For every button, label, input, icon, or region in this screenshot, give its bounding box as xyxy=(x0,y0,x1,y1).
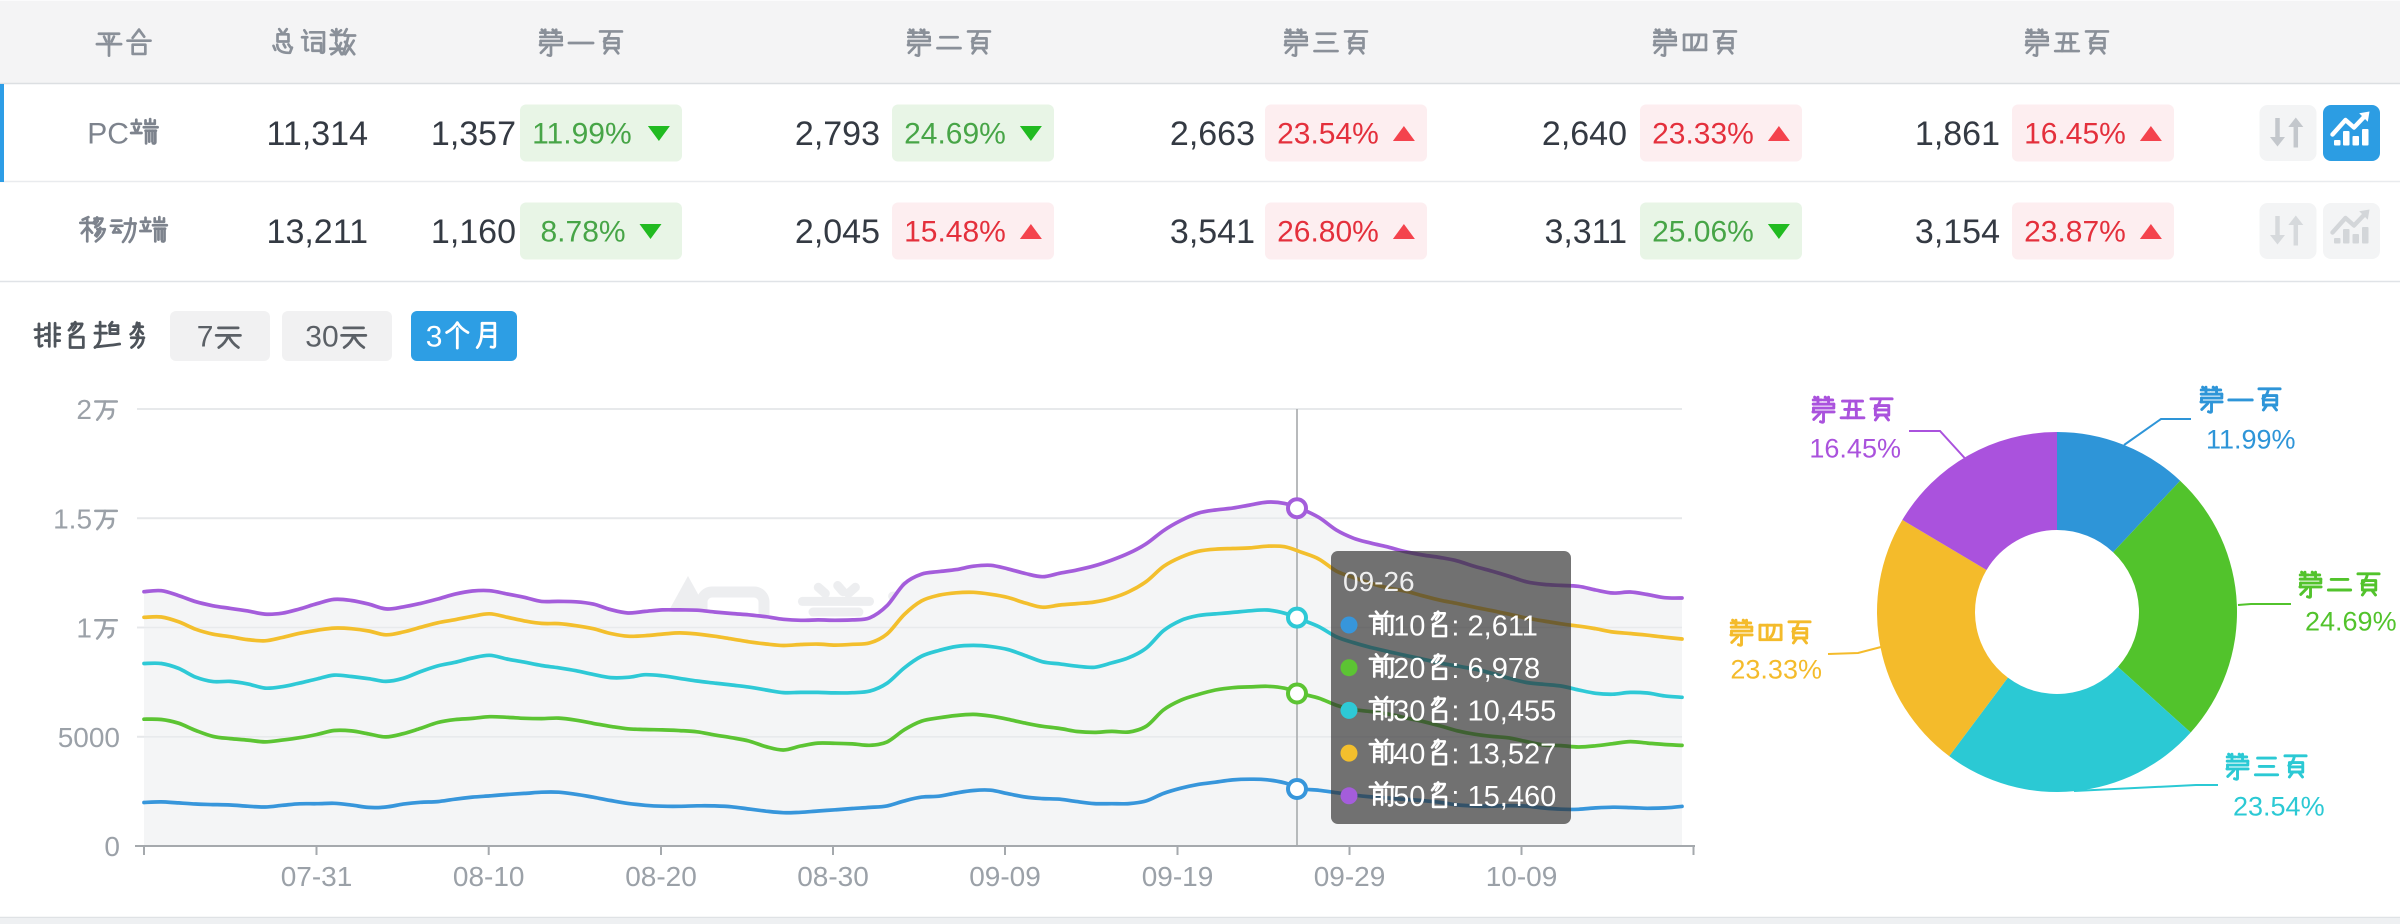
svg-text:: 13,527: : 13,527 xyxy=(1451,738,1556,770)
svg-text:1,357: 1,357 xyxy=(431,115,516,153)
svg-text:0: 0 xyxy=(104,831,120,862)
svg-text:1,861: 1,861 xyxy=(1915,115,2000,153)
svg-text:07-31: 07-31 xyxy=(281,861,353,892)
svg-text:10: 10 xyxy=(1393,610,1425,642)
svg-text:: 2,611: : 2,611 xyxy=(1451,610,1538,642)
svg-text:1: 1 xyxy=(76,613,92,644)
svg-text:3,154: 3,154 xyxy=(1915,213,2000,251)
svg-text:10-09: 10-09 xyxy=(1486,861,1558,892)
svg-text:7: 7 xyxy=(197,321,214,354)
svg-text:16.45%: 16.45% xyxy=(1809,434,1901,464)
svg-text:: 10,455: : 10,455 xyxy=(1451,696,1556,728)
svg-text:09-29: 09-29 xyxy=(1314,861,1386,892)
svg-text:: 6,978: : 6,978 xyxy=(1451,653,1540,685)
svg-text:24.69%: 24.69% xyxy=(904,118,1006,151)
svg-text:20: 20 xyxy=(1393,653,1425,685)
svg-text:PC: PC xyxy=(87,118,129,151)
svg-text:8.78%: 8.78% xyxy=(541,216,626,249)
svg-text:24.69%: 24.69% xyxy=(2305,607,2397,637)
svg-text:11.99%: 11.99% xyxy=(532,118,632,151)
svg-text:16.45%: 16.45% xyxy=(2024,118,2126,151)
svg-text:30: 30 xyxy=(1393,696,1425,728)
svg-text:2,663: 2,663 xyxy=(1170,115,1255,153)
svg-text:23.54%: 23.54% xyxy=(2233,792,2325,822)
svg-text:25.06%: 25.06% xyxy=(1652,216,1754,249)
svg-text:09-09: 09-09 xyxy=(969,861,1041,892)
svg-text:15.48%: 15.48% xyxy=(904,216,1006,249)
svg-text:: 15,460: : 15,460 xyxy=(1451,781,1556,813)
svg-text:08-10: 08-10 xyxy=(453,861,525,892)
svg-text:3,311: 3,311 xyxy=(1544,213,1627,251)
svg-text:09-19: 09-19 xyxy=(1142,861,1214,892)
svg-text:50: 50 xyxy=(1393,781,1425,813)
svg-text:3,541: 3,541 xyxy=(1170,213,1255,251)
svg-text:5000: 5000 xyxy=(58,722,120,753)
svg-text:08-20: 08-20 xyxy=(625,861,697,892)
svg-text:2,045: 2,045 xyxy=(795,213,880,251)
svg-text:2,793: 2,793 xyxy=(795,115,880,153)
svg-text:23.33%: 23.33% xyxy=(1652,118,1754,151)
svg-text:09-26: 09-26 xyxy=(1343,566,1415,597)
svg-text:26.80%: 26.80% xyxy=(1277,216,1379,249)
svg-text:08-30: 08-30 xyxy=(797,861,869,892)
svg-text:23.87%: 23.87% xyxy=(2024,216,2126,249)
svg-text:23.54%: 23.54% xyxy=(1277,118,1379,151)
svg-text:11.99%: 11.99% xyxy=(2206,425,2296,455)
svg-text:1,160: 1,160 xyxy=(431,213,516,251)
svg-text:2,640: 2,640 xyxy=(1542,115,1627,153)
svg-text:30: 30 xyxy=(305,321,338,354)
svg-text:1.5: 1.5 xyxy=(53,503,92,534)
svg-text:2: 2 xyxy=(76,394,92,425)
svg-text:3: 3 xyxy=(426,321,443,354)
svg-text:11,314: 11,314 xyxy=(267,115,368,153)
svg-text:40: 40 xyxy=(1393,738,1425,770)
svg-text:13,211: 13,211 xyxy=(267,213,368,251)
svg-text:23.33%: 23.33% xyxy=(1730,655,1822,685)
